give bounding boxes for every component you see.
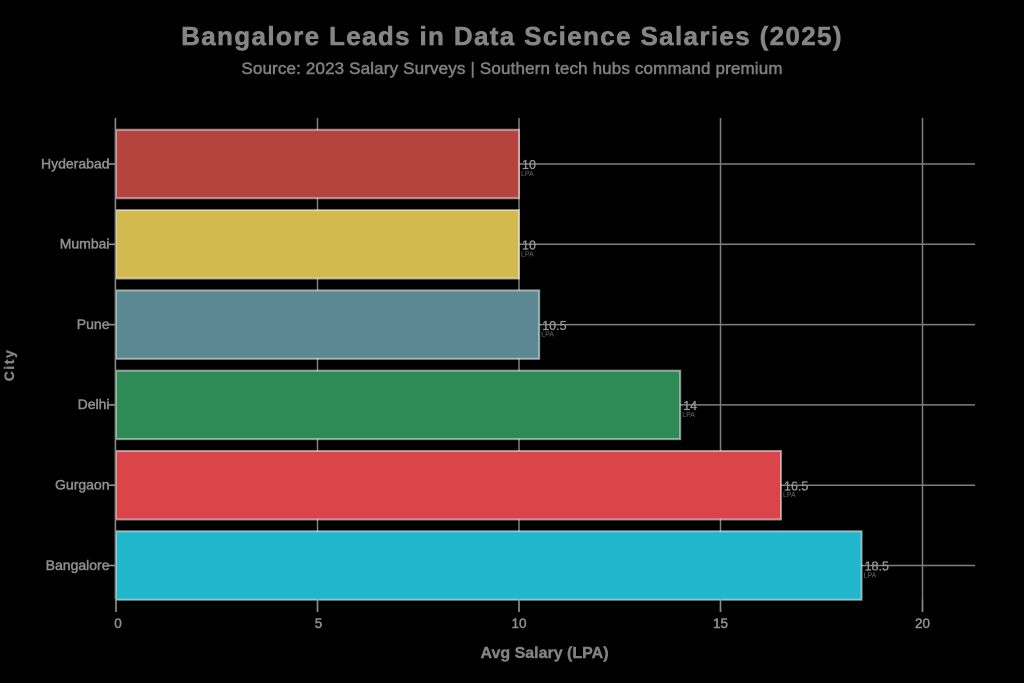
svg-text:Delhi: Delhi bbox=[78, 396, 110, 412]
svg-text:LPA: LPA bbox=[682, 412, 695, 419]
svg-text:10: 10 bbox=[522, 239, 536, 253]
svg-text:5: 5 bbox=[315, 616, 323, 631]
svg-text:Pune: Pune bbox=[77, 316, 110, 332]
svg-text:18.5: 18.5 bbox=[865, 560, 889, 574]
svg-text:10: 10 bbox=[522, 158, 536, 172]
svg-text:Avg Salary (LPA): Avg Salary (LPA) bbox=[480, 645, 608, 662]
svg-text:Bangalore Leads in Data Scienc: Bangalore Leads in Data Science Salaries… bbox=[181, 21, 843, 51]
svg-text:Bangalore: Bangalore bbox=[46, 557, 110, 573]
svg-text:10: 10 bbox=[511, 616, 526, 631]
svg-text:LPA: LPA bbox=[541, 332, 554, 339]
svg-text:10.5: 10.5 bbox=[542, 319, 566, 333]
svg-text:LPA: LPA bbox=[521, 251, 534, 258]
svg-text:City: City bbox=[1, 349, 17, 381]
svg-text:15: 15 bbox=[713, 616, 728, 631]
svg-text:0: 0 bbox=[114, 616, 122, 631]
svg-text:Mumbai: Mumbai bbox=[60, 236, 110, 252]
svg-text:16.5: 16.5 bbox=[784, 479, 808, 493]
svg-text:Gurgaon: Gurgaon bbox=[55, 477, 109, 493]
svg-text:LPA: LPA bbox=[864, 573, 877, 580]
svg-text:Hyderabad: Hyderabad bbox=[41, 155, 110, 171]
svg-text:LPA: LPA bbox=[783, 492, 796, 499]
svg-text:14: 14 bbox=[683, 399, 697, 413]
svg-text:Source: 2023 Salary Surveys |: Source: 2023 Salary Surveys | Southern t… bbox=[241, 59, 782, 78]
svg-text:LPA: LPA bbox=[521, 171, 534, 178]
svg-text:20: 20 bbox=[915, 616, 930, 631]
